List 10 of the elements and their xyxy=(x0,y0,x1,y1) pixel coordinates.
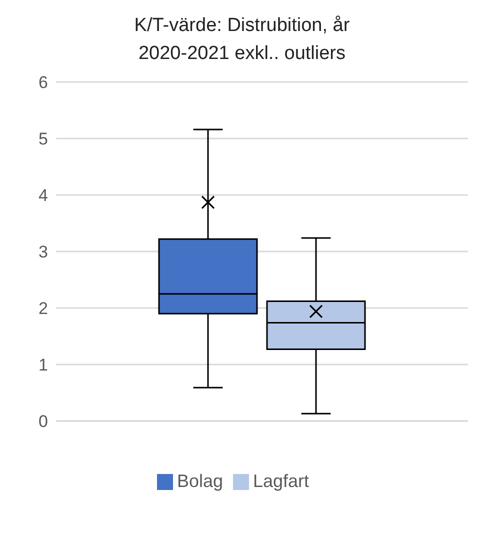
y-tick-label: 0 xyxy=(38,412,48,432)
y-tick-label: 3 xyxy=(38,242,48,262)
legend-label: Bolag xyxy=(176,471,223,491)
y-tick-label: 2 xyxy=(38,299,48,318)
legend-label: Lagfart xyxy=(253,471,310,491)
chart-title: K/T-värde: Distrubition, år 2020-2021 exkl.. outliers xyxy=(133,14,351,66)
y-tick-label: 1 xyxy=(38,356,48,375)
y-tick-label: 5 xyxy=(38,130,48,149)
y-tick-label: 4 xyxy=(38,186,48,206)
y-tick-label: 6 xyxy=(38,73,48,92)
